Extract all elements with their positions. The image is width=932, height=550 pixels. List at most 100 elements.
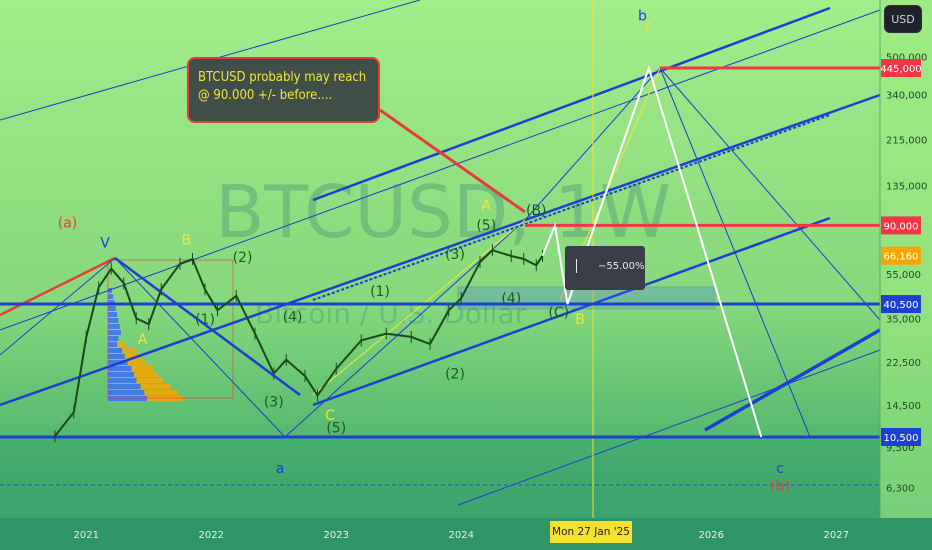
wave-label: (1) — [195, 312, 215, 328]
volume-profile-bar — [108, 318, 119, 323]
volume-profile-bar — [108, 336, 119, 341]
volume-profile-bar — [136, 378, 163, 383]
wave-label: V — [100, 235, 110, 251]
time-axis-tick: 2022 — [199, 530, 224, 541]
wave-label: (4) — [501, 291, 521, 307]
price-axis-tick: 14,500 — [886, 401, 921, 412]
volume-profile-bar — [117, 342, 126, 347]
wave-label: a — [276, 461, 285, 477]
horizontal-levels — [0, 66, 880, 439]
volume-profile-bar — [124, 354, 141, 359]
measure-value: −55.00% — [598, 261, 645, 272]
price-axis-tick: 340,000 — [886, 91, 927, 102]
wave-label: B — [575, 312, 585, 328]
wave-label: (3) — [264, 395, 284, 411]
crosshair-date-label: Mon 27 Jan '25 — [550, 521, 632, 543]
volume-profile-bar — [108, 366, 132, 371]
volume-profile-bar — [108, 354, 125, 359]
time-axis-tick: 2027 — [824, 530, 849, 541]
wave-label: A — [138, 332, 148, 348]
price-line — [54, 249, 544, 437]
drawing-line — [659, 67, 811, 438]
currency-button[interactable]: USD — [885, 6, 921, 32]
projection-path — [541, 64, 763, 438]
volume-profile-bar — [108, 300, 115, 305]
wave-label: (C) — [548, 305, 569, 321]
wave-label: c — [645, 19, 653, 35]
measure-tool-label[interactable]: −55.00% — [565, 246, 645, 290]
price-badge — [881, 295, 921, 314]
price-badge — [881, 59, 921, 77]
wave-label: (5) — [326, 420, 346, 436]
wave-label: C — [325, 408, 335, 424]
price-axis-tick: 135,000 — [886, 181, 927, 192]
drawing-line — [312, 219, 526, 396]
volume-profile-bar — [108, 342, 118, 347]
wave-label: (4) — [283, 309, 303, 325]
target-zone-box — [457, 286, 716, 310]
price-axis-tick: 35,000 — [886, 314, 921, 325]
volume-profile-bar — [108, 384, 141, 389]
dotted-channel-line — [312, 114, 831, 301]
price-badge-label: 66,160 — [884, 252, 919, 263]
wave-label: (2) — [233, 250, 253, 266]
lower-shaded-zone — [0, 438, 880, 518]
drawing-line — [457, 349, 881, 506]
price-badge-label: 10,500 — [884, 433, 919, 444]
wave-label: (a) — [58, 216, 78, 232]
drawing-lines — [0, 0, 881, 518]
volume-profile-bar — [134, 372, 158, 377]
price-axis: 500,000 340,000 215,000 135,000 55,000 35,000… — [886, 53, 927, 495]
price-axis-tick: 22,500 — [886, 358, 921, 369]
price-series — [54, 64, 763, 443]
time-axis-tick: 2021 — [74, 530, 99, 541]
callout-note[interactable]: BTCUSD probably may reach @ 90.000 +/- b… — [187, 57, 380, 123]
drawing-line — [659, 67, 881, 321]
price-badge-label: 40,500 — [884, 300, 919, 311]
price-badges: 445,000 90,000 66,160 40,500 10,500 — [880, 59, 922, 446]
price-badge — [881, 428, 921, 446]
drawing-line — [114, 257, 286, 438]
time-axis-tick: 2026 — [699, 530, 724, 541]
price-badge-label: 90,000 — [884, 221, 919, 232]
price-axis-tick: 215,000 — [886, 136, 927, 147]
volume-profile-bar — [108, 348, 123, 353]
callout-line-2: @ 90.000 +/- before.... — [198, 88, 333, 103]
volume-profile-bar — [108, 330, 121, 335]
volume-profile-bar — [108, 312, 118, 317]
time-axis-panel — [0, 518, 932, 550]
volume-profile-box — [107, 259, 234, 399]
volume-profile-bar — [108, 306, 116, 311]
callout-pointer — [379, 108, 526, 214]
drawing-line — [312, 6, 831, 202]
time-axis: 2021 2022 2023 2024 2026 2027 — [74, 530, 849, 541]
volume-profile-bar — [140, 384, 171, 389]
drawing-line — [0, 9, 881, 331]
drawing-line — [704, 328, 881, 432]
drawing-line — [0, 93, 881, 407]
volume-profile-bar — [108, 378, 137, 383]
time-axis-tick: 2023 — [324, 530, 349, 541]
price-badge — [881, 216, 921, 235]
volume-profile-bar — [122, 348, 136, 353]
measure-icon — [576, 259, 588, 273]
wave-label: A — [481, 198, 491, 214]
wave-label: (1) — [370, 284, 390, 300]
time-axis-tick: 2024 — [449, 530, 474, 541]
drawing-line — [114, 256, 301, 397]
volume-profile-bar — [131, 366, 153, 371]
wave-label: c — [776, 461, 784, 477]
wave-label: (3) — [445, 247, 465, 263]
wave-label: (5) — [476, 218, 496, 234]
drawing-line — [312, 216, 831, 407]
price-badge-label: 445,000 — [880, 64, 921, 75]
price-axis-tick: 500,000 — [886, 53, 927, 64]
wave-label: (b) — [770, 478, 790, 494]
price-axis-tick: 6,300 — [886, 483, 915, 494]
volume-profile-bar — [108, 324, 120, 329]
volume-profile-bar — [127, 360, 146, 365]
price-axis-tick: 55,000 — [886, 270, 921, 281]
